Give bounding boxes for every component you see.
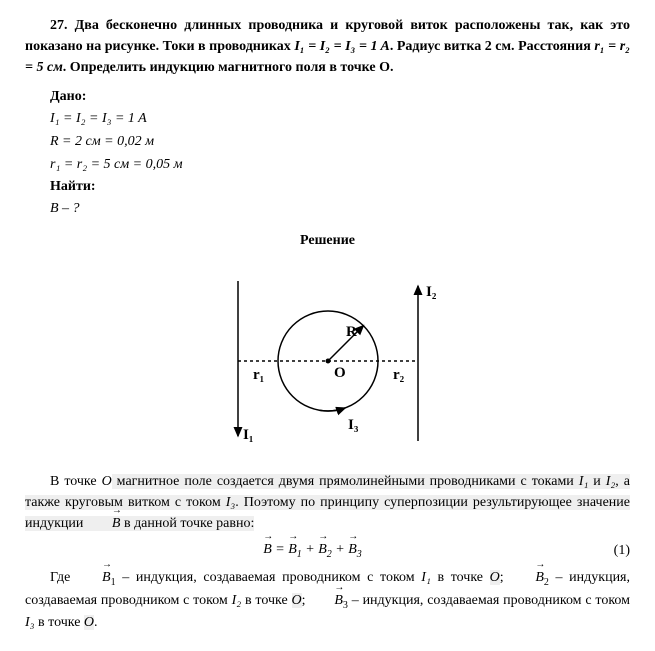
svg-text:I₁: I₁ (243, 427, 253, 443)
find-line-1: B – ? (50, 197, 630, 220)
text-fragment: . (94, 615, 98, 630)
problem-number: 27. (50, 18, 68, 33)
text-fragment: в точке (241, 593, 291, 608)
text-fragment: в точке (431, 570, 490, 585)
equation-1-number: (1) (600, 540, 630, 561)
svg-text:I₂: I₂ (426, 284, 437, 300)
svg-text:r₁: r₁ (253, 367, 264, 383)
var-I1: I₁ (421, 570, 431, 585)
solution-para-2: Где B1 – индукция, создаваемая проводник… (25, 567, 630, 634)
solution-text: В точке O магнитное поле создается двумя… (25, 471, 630, 633)
vector-B3: B (309, 590, 343, 611)
svg-text:r₂: r₂ (393, 367, 405, 383)
var-I2: I₂ (606, 474, 616, 489)
text-fragment: магнитное поле создается двумя прямолине… (112, 474, 579, 489)
vector-B2: B (510, 567, 544, 588)
problem-text-3: . Определить индукцию магнитного поля в … (63, 60, 394, 75)
given-label: Дано: (50, 86, 630, 107)
text-fragment: в данной точке равно: (120, 516, 254, 531)
point-O: O (490, 570, 500, 585)
problem-statement: 27. Два бесконечно длинных проводника и … (25, 15, 630, 78)
svg-text:I₃: I₃ (348, 417, 359, 433)
point-O: O (84, 615, 94, 630)
currents-expression: I₁ = I₂ = I₃ = 1 A (294, 39, 389, 54)
svg-text:R: R (346, 324, 357, 340)
problem-text-2: . Радиус витка 2 см. Расстояния (390, 39, 591, 54)
find-label: Найти: (50, 176, 630, 197)
point-O: O (292, 593, 302, 608)
text-fragment: в точке (35, 615, 84, 630)
given-line-3: r₁ = r₂ = 5 см = 0,05 м (50, 153, 630, 176)
text-fragment: В точке (50, 474, 102, 489)
physics-diagram: R O I₁ I₂ I₃ r₁ r₂ (188, 261, 468, 461)
text-fragment: ; (302, 593, 310, 608)
var-I1: I₁ (579, 474, 589, 489)
diagram-container: R O I₁ I₂ I₃ r₁ r₂ (25, 261, 630, 461)
solution-para-1: В точке O магнитное поле создается двумя… (25, 471, 630, 534)
vector-B1: B (77, 567, 111, 588)
var-I3: I₃ (226, 495, 236, 510)
text-fragment: – индукция, создаваемая проводником с то… (116, 570, 422, 585)
given-line-2: R = 2 см = 0,02 м (50, 130, 630, 153)
point-O: O (102, 474, 112, 489)
var-I2: I₂ (232, 593, 242, 608)
var-I3: I₃ (25, 615, 35, 630)
svg-text:O: O (334, 365, 346, 381)
given-line-1: I₁ = I₂ = I₃ = 1 A (50, 107, 630, 130)
text-fragment: Где (50, 570, 77, 585)
text-fragment: – индукция, создаваемая проводником с то… (348, 593, 630, 608)
given-section: Дано: I₁ = I₂ = I₃ = 1 A R = 2 см = 0,02… (50, 86, 630, 220)
vector-B: B (87, 513, 121, 534)
solution-title: Решение (25, 230, 630, 251)
text-fragment: и (588, 474, 605, 489)
text-fragment: ; (500, 570, 511, 585)
